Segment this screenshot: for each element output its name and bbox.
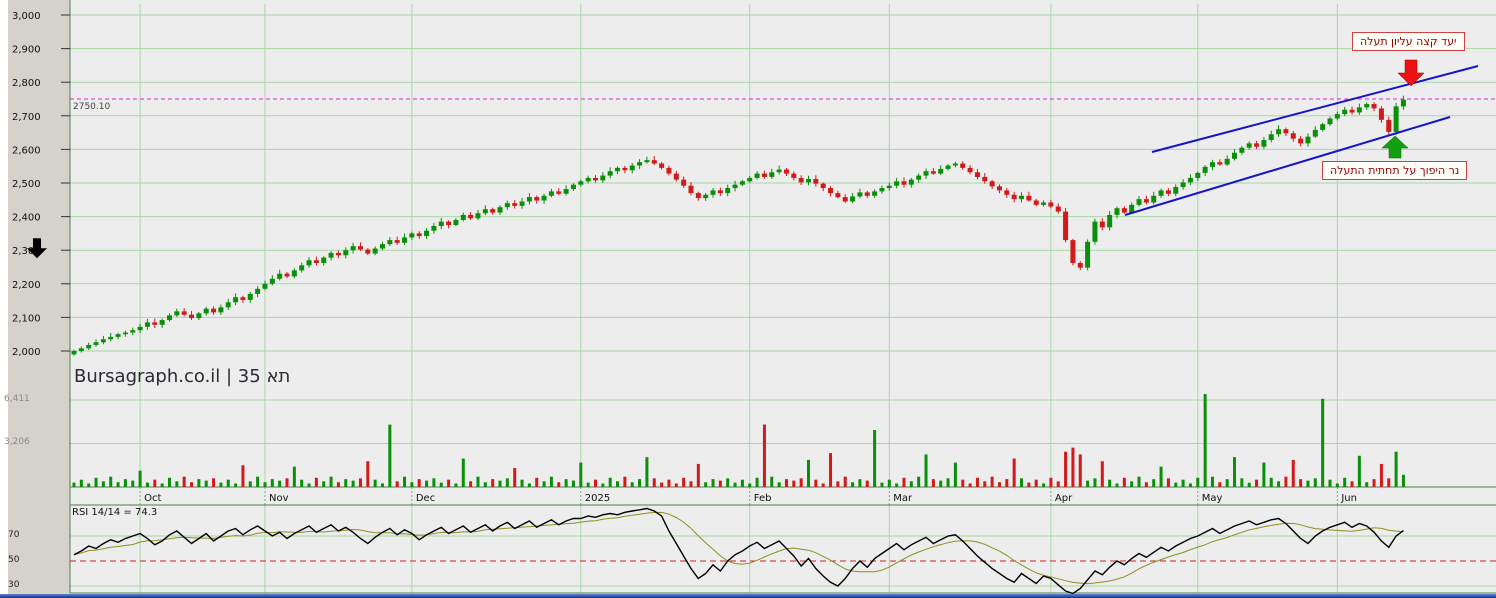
volume-axis-label-low: 3,206 xyxy=(4,437,30,447)
svg-text:2,800: 2,800 xyxy=(12,78,41,89)
svg-text:2,000: 2,000 xyxy=(12,347,41,358)
rsi-line xyxy=(73,507,1404,595)
svg-text:2,400: 2,400 xyxy=(12,213,41,224)
svg-text:2,300: 2,300 xyxy=(12,246,41,257)
svg-text:2,200: 2,200 xyxy=(12,280,41,291)
left-edge-strip xyxy=(0,0,8,594)
last-price-label: 2750.10 xyxy=(73,102,111,112)
rsi-level-50: 50 xyxy=(8,555,20,565)
svg-text:2025: 2025 xyxy=(585,493,610,504)
annotation-reversal-candle: נר היפוך על תחתית התעלה xyxy=(1322,161,1468,180)
candles xyxy=(71,95,1406,356)
svg-text:2,700: 2,700 xyxy=(12,112,41,123)
svg-text:2,600: 2,600 xyxy=(12,145,41,156)
price-axis-labels: 3,000 2,900 2,800 2,700 2,600 2,500 2,400 2,300… xyxy=(12,11,70,358)
red-down-arrow xyxy=(1397,59,1425,87)
svg-text:Nov: Nov xyxy=(269,493,289,504)
svg-text:2,500: 2,500 xyxy=(12,179,41,190)
svg-text:Feb: Feb xyxy=(754,493,772,504)
annotation-arrows xyxy=(27,59,1425,259)
green-up-arrow xyxy=(1381,135,1409,159)
rsi-pane xyxy=(70,507,1496,595)
svg-text:May: May xyxy=(1202,493,1223,504)
svg-text:Mar: Mar xyxy=(893,493,913,504)
rsi-level-30: 30 xyxy=(8,580,20,590)
bottom-window-edge xyxy=(0,594,1496,598)
svg-text:Oct: Oct xyxy=(144,493,161,504)
plot-background xyxy=(70,0,1496,594)
rsi-level-70: 70 xyxy=(8,530,20,540)
rsi-title: RSI 14/14 = 74.3 xyxy=(72,507,158,518)
svg-text:2,100: 2,100 xyxy=(12,313,41,324)
volume-axis-label-high: 6,411 xyxy=(4,394,30,404)
svg-text:Jun: Jun xyxy=(1340,493,1357,504)
rsi-signal-line xyxy=(73,511,1404,585)
trend-channel xyxy=(1124,65,1479,216)
volume-bars xyxy=(72,394,1405,487)
black-axis-marker-arrow xyxy=(27,238,47,259)
pane-frame xyxy=(69,0,1496,594)
annotation-upper-channel-target: יעד קצה עליון תעלה xyxy=(1352,32,1465,51)
watermark: Bursagraph.co.il | 35 תא xyxy=(74,366,291,387)
gridlines xyxy=(70,4,1496,593)
svg-text:3,000: 3,000 xyxy=(12,11,41,22)
svg-text:Dec: Dec xyxy=(416,493,435,504)
svg-text:2,900: 2,900 xyxy=(12,45,41,56)
time-axis-labels: Oct Nov Dec 2025 Feb Mar Apr May Jun xyxy=(144,493,1357,504)
svg-text:Apr: Apr xyxy=(1055,493,1073,504)
